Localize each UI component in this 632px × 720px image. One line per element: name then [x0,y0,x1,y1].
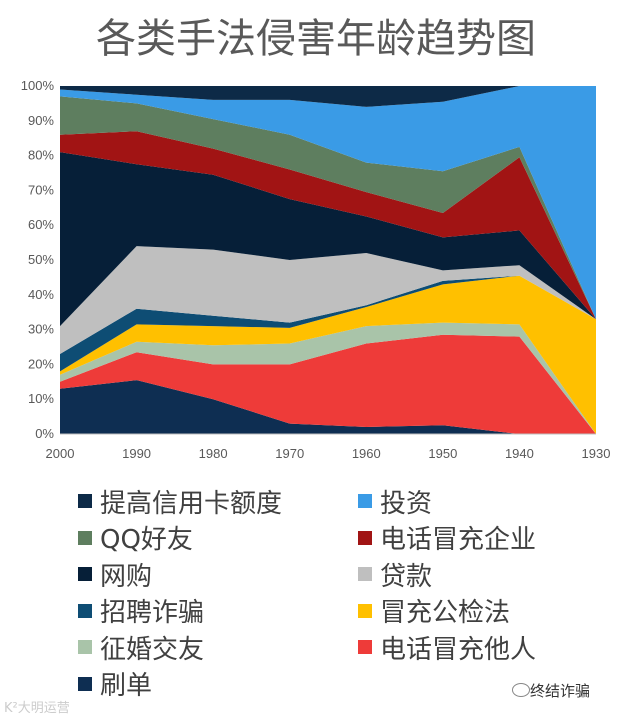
legend-item: 投资 [358,483,432,519]
wechat-icon [512,683,530,697]
legend-swatch [78,603,92,618]
legend-swatch [358,530,372,545]
area-series-3 [60,275,596,434]
legend-label: 电话冒充企业 [380,525,537,555]
y-tick-label: 60% [28,217,54,232]
y-tick-label: 40% [28,287,54,302]
legend-item: 征婚交友 [78,629,204,665]
legend-swatch [78,676,92,691]
legend-swatch [358,603,372,618]
legend-label: 刷单 [100,671,153,701]
area-chart: 0% 10% 20% 30% 40% 50% 60% 70% 80% 90% 100% 2000 199… [21,78,611,461]
legend-label: 征婚交友 [100,634,205,665]
legend-label: 电话冒充他人 [380,634,537,665]
y-tick-label: 100% [21,78,55,93]
y-tick-label: 0% [35,426,54,441]
legend-swatch [358,567,372,581]
area-series-0 [60,380,596,434]
y-tick-label: 90% [28,113,54,128]
area-series-6 [60,152,596,327]
area-series-1 [60,334,596,434]
legend-swatch [358,640,372,654]
area-series-7 [60,131,596,320]
area-series-5 [60,246,596,354]
legend-item: 提高信用卡额度 [78,483,282,519]
x-tick-label: 1930 [582,446,611,461]
legend-item: 招聘诈骗 [78,593,204,629]
watermark-right: 终结诈骗 [530,682,591,700]
legend-swatch [78,567,92,581]
y-tick-label: 80% [28,148,54,163]
legend-swatch [78,494,92,508]
legend-item: 冒充公检法 [358,593,510,629]
y-tick-label: 30% [28,322,54,337]
x-tick-label: 1970 [275,446,304,461]
legend-item: 网购 [78,556,152,592]
x-tick-label: 1980 [199,446,228,461]
legend-item: 贷款 [358,556,432,592]
legend-label: 投资 [380,488,433,519]
legend-label: QQ好友 [100,525,193,555]
legend-item: 电话冒充企业 [358,520,536,556]
x-tick-label: 1990 [122,446,151,461]
legend-label: 提高信用卡额度 [100,488,283,519]
area-series-8 [60,96,596,320]
legend-item: 电话冒充他人 [358,629,536,665]
x-tick-label: 2000 [46,446,75,461]
legend-label: 招聘诈骗 [100,598,205,628]
area-series-9 [60,86,596,320]
chart-title: 各类手法侵害年龄趋势图 [96,16,536,62]
legend-item: QQ好友 [78,520,193,556]
area-series-2 [60,322,596,434]
legend-item: 刷单 [78,666,152,702]
area-series-4 [60,275,596,372]
legend-swatch [78,530,92,545]
watermark-left: K²大明运营 [4,701,70,716]
y-tick-label: 70% [28,182,54,197]
legend-label: 冒充公检法 [380,598,511,628]
x-tick-label: 1950 [428,446,457,461]
y-tick-label: 10% [28,391,54,406]
y-tick-label: 20% [28,356,54,371]
legend-label: 贷款 [380,561,433,592]
x-tick-label: 1960 [352,446,381,461]
legend-label: 网购 [100,561,153,592]
y-tick-label: 50% [28,252,54,267]
legend-swatch [78,640,92,654]
x-tick-label: 1940 [505,446,534,461]
legend-swatch [358,494,372,508]
area-series-10 [60,86,596,107]
